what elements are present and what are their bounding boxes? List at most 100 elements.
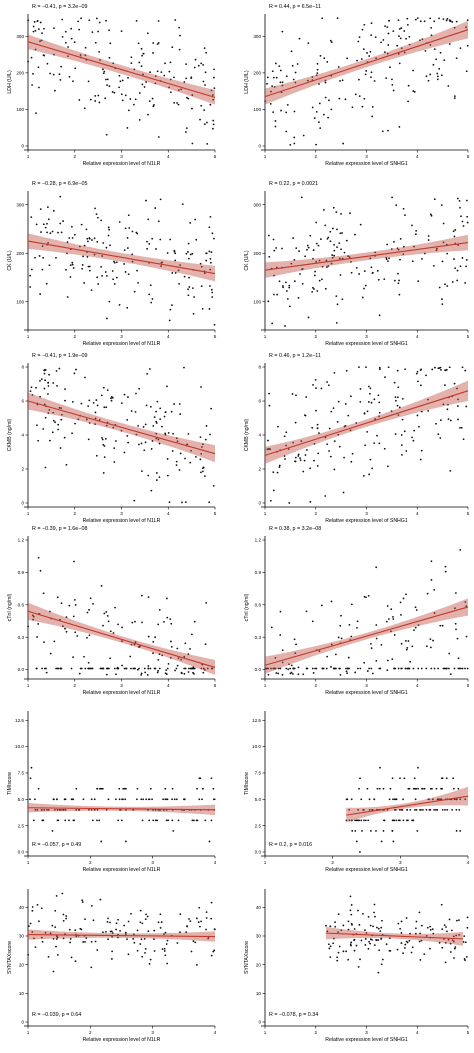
data-point bbox=[99, 898, 102, 901]
data-point bbox=[61, 892, 64, 895]
data-point bbox=[209, 285, 211, 287]
data-point bbox=[40, 936, 43, 939]
data-point bbox=[164, 433, 167, 436]
data-point bbox=[83, 107, 86, 110]
data-point bbox=[367, 819, 370, 822]
data-point bbox=[148, 293, 151, 296]
data-point bbox=[464, 941, 467, 944]
data-point bbox=[189, 222, 192, 224]
data-point bbox=[121, 99, 124, 102]
data-point bbox=[265, 667, 268, 670]
data-point bbox=[32, 819, 35, 822]
data-point bbox=[449, 673, 452, 676]
data-point bbox=[169, 308, 172, 311]
data-point bbox=[136, 787, 139, 790]
data-point bbox=[383, 447, 386, 450]
data-point bbox=[370, 266, 373, 269]
data-point bbox=[147, 930, 150, 933]
data-point bbox=[380, 963, 383, 966]
data-point bbox=[298, 250, 300, 252]
data-point bbox=[155, 422, 158, 424]
data-point bbox=[157, 658, 160, 661]
data-point bbox=[51, 924, 54, 927]
y-tick-label: 0.0 bbox=[18, 667, 25, 672]
data-point bbox=[53, 798, 55, 801]
data-point bbox=[435, 422, 437, 425]
data-point bbox=[144, 918, 147, 921]
data-point bbox=[84, 376, 86, 379]
x-tick-label: 4 bbox=[167, 511, 170, 516]
data-point bbox=[293, 110, 296, 113]
data-point bbox=[164, 411, 167, 413]
data-point bbox=[450, 929, 453, 932]
x-tick-label: 1 bbox=[264, 1030, 267, 1035]
data-point bbox=[100, 787, 103, 790]
data-point bbox=[149, 667, 152, 670]
data-point bbox=[69, 938, 72, 940]
data-point bbox=[34, 256, 36, 259]
x-tick-label: 2 bbox=[73, 511, 76, 516]
data-point bbox=[316, 427, 319, 430]
data-point bbox=[104, 438, 107, 440]
data-point bbox=[58, 73, 61, 76]
data-point bbox=[74, 929, 77, 932]
data-point bbox=[414, 808, 416, 811]
data-point bbox=[336, 17, 339, 20]
data-point bbox=[382, 39, 385, 41]
data-point bbox=[36, 636, 38, 638]
data-point bbox=[76, 635, 79, 637]
data-point bbox=[395, 819, 398, 822]
data-point bbox=[52, 419, 55, 422]
data-point bbox=[347, 255, 350, 258]
data-point bbox=[408, 939, 411, 942]
data-point bbox=[138, 667, 140, 670]
data-point bbox=[357, 965, 360, 968]
data-point bbox=[70, 956, 73, 959]
data-point bbox=[157, 438, 160, 441]
data-point bbox=[446, 808, 449, 811]
data-point bbox=[184, 642, 187, 645]
data-point bbox=[166, 939, 169, 942]
data-point bbox=[74, 422, 76, 425]
data-point bbox=[360, 58, 363, 60]
data-point bbox=[90, 667, 93, 670]
data-point bbox=[311, 426, 314, 429]
data-point bbox=[364, 819, 367, 822]
data-point bbox=[144, 441, 147, 444]
data-point bbox=[465, 70, 468, 73]
data-point bbox=[363, 412, 366, 415]
data-point bbox=[407, 84, 410, 87]
y-tick-label: 8 bbox=[21, 365, 24, 370]
data-point bbox=[401, 454, 403, 456]
regression-line bbox=[264, 606, 469, 666]
data-point bbox=[62, 913, 65, 916]
data-point bbox=[425, 934, 428, 937]
data-point bbox=[399, 601, 402, 604]
data-point bbox=[191, 107, 193, 110]
data-point bbox=[42, 819, 45, 822]
x-tick-label: 3 bbox=[151, 1030, 154, 1035]
data-point bbox=[161, 425, 163, 428]
data-point bbox=[80, 402, 83, 405]
data-point bbox=[466, 19, 469, 22]
data-point bbox=[456, 197, 459, 200]
data-point bbox=[453, 97, 456, 100]
data-point bbox=[338, 257, 341, 260]
y-tick-label: 10.0 bbox=[15, 744, 24, 749]
data-point bbox=[56, 936, 59, 939]
data-point bbox=[189, 461, 192, 464]
data-point bbox=[202, 787, 204, 790]
x-tick-label: 3 bbox=[151, 860, 154, 865]
data-point bbox=[102, 443, 105, 446]
data-point bbox=[163, 415, 166, 418]
data-point bbox=[84, 667, 87, 670]
x-tick-label: 4 bbox=[416, 334, 419, 339]
data-point bbox=[286, 104, 289, 106]
data-point bbox=[285, 130, 288, 133]
data-point bbox=[207, 937, 210, 940]
data-point bbox=[142, 73, 144, 76]
y-tick-label: 12.5 bbox=[15, 718, 24, 723]
data-point bbox=[166, 385, 168, 388]
data-point bbox=[108, 29, 110, 32]
